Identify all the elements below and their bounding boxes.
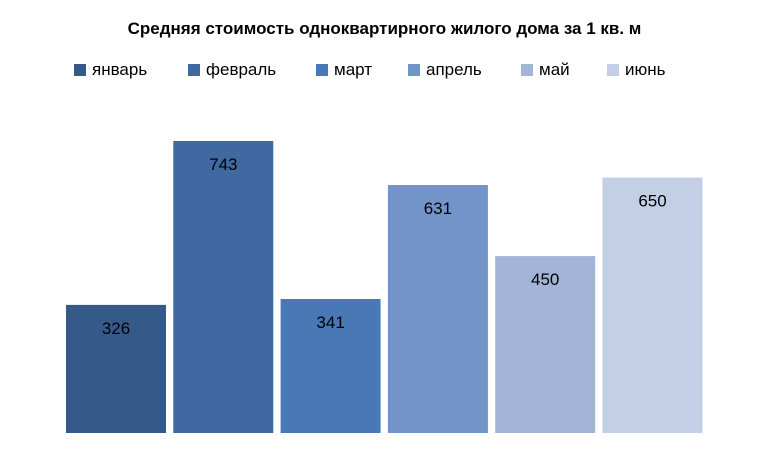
bar-2 (173, 141, 274, 433)
chart-title: Средняя стоимость одноквартирного жилого… (127, 19, 642, 38)
data-label-5: 450 (531, 270, 559, 289)
legend-label: июнь (625, 60, 666, 79)
legend-label: март (334, 60, 373, 79)
data-label-1: 326 (102, 319, 130, 338)
legend-item-5: май (521, 60, 570, 80)
legend-item-1: январь (74, 60, 147, 80)
data-label-3: 341 (316, 313, 344, 332)
bar-1 (66, 304, 166, 433)
legend-label: февраль (206, 60, 277, 79)
legend-label: январь (92, 60, 148, 79)
legend-item-6: июнь (607, 60, 666, 80)
legend-swatch (74, 64, 86, 76)
legend-label: апрель (426, 60, 482, 79)
legend-swatch (188, 64, 200, 76)
data-label-4: 631 (424, 199, 452, 218)
bar-4 (387, 185, 488, 433)
legend-swatch (521, 64, 533, 76)
legend-swatch (408, 64, 420, 76)
legend: январь февраль март апрель май июнь (0, 60, 769, 84)
legend-label: май (539, 60, 570, 79)
legend-item-3: март (316, 60, 372, 80)
bar-3 (280, 299, 381, 433)
legend-swatch (607, 64, 619, 76)
legend-item-2: февраль (188, 60, 276, 80)
legend-swatch (316, 64, 328, 76)
legend-item-4: апрель (408, 60, 482, 80)
data-label-2: 743 (209, 155, 237, 174)
bar-5 (495, 256, 596, 433)
data-label-6: 650 (638, 192, 666, 211)
bar-6 (602, 177, 703, 433)
